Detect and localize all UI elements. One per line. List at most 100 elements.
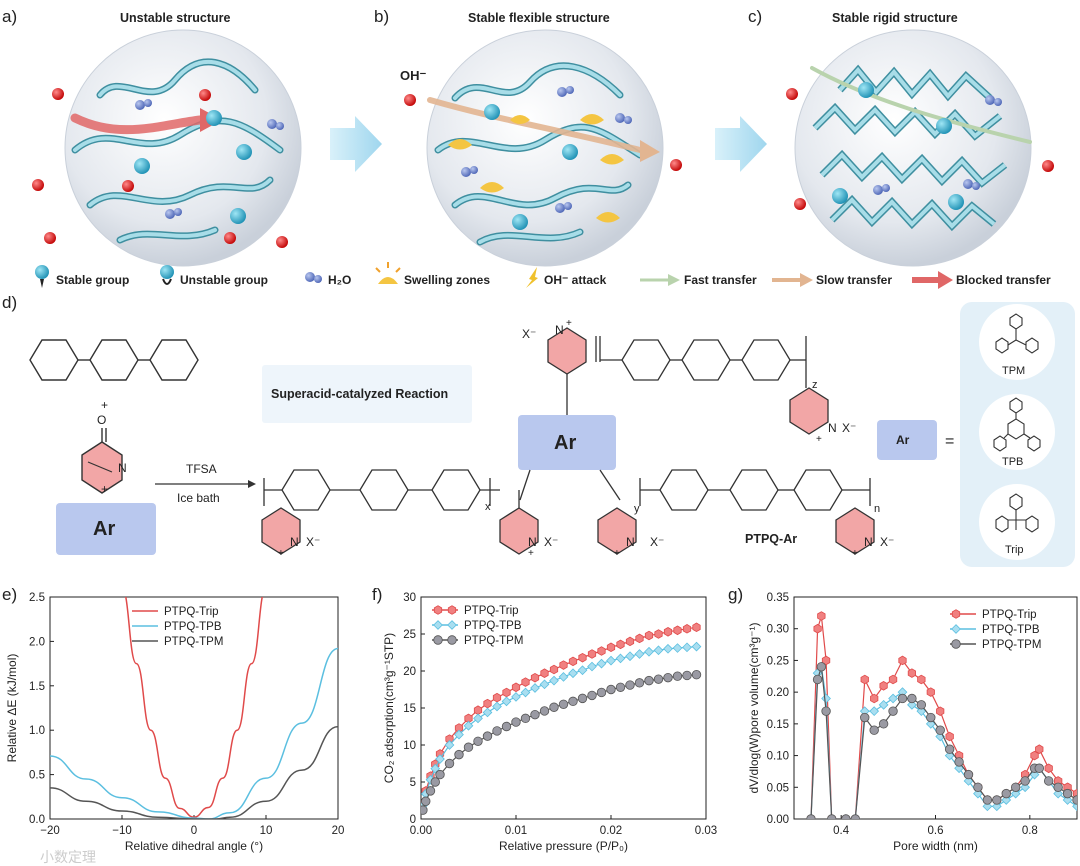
panel-a-label: a) [2,7,17,26]
data-point-tpm [816,662,827,672]
y-tick-label: 0 [410,814,416,826]
data-point-trip [870,693,879,704]
data-point-tpb [558,672,569,682]
x-tick-label: 0.01 [505,825,527,837]
terphenyl-structure [29,339,199,381]
panel-e-label: e) [2,585,17,604]
arrow-b-to-c [715,116,767,172]
data-point-tpm [421,805,428,815]
data-point-trip [692,622,701,633]
data-point-trip [568,656,578,667]
right-top-anion: X⁻ [842,421,856,435]
data-point-trip [888,674,898,685]
data-point-tpm [577,693,588,704]
y-tick-label: 0.35 [767,592,789,604]
data-point-tpb [878,699,889,710]
x-axis-label: Relative pressure (P/P₀) [499,839,628,853]
data-point-trip [663,627,673,637]
y-tick-label: 2.5 [29,592,45,604]
quinuclidinone-structure [81,428,123,494]
y-tick-label: 0.15 [767,719,789,731]
legend-label-tpm: PTPQ-TPM [464,635,523,647]
data-point-trip [625,636,635,647]
panel-g-label: g) [728,585,743,604]
y-tick-label: 1.5 [29,681,45,693]
chart-g: 0.4 0.6 0.8 0.00 0.05 0.10 0.15 0.20 0.25 0.30 0.3… [747,592,1078,853]
x-tick-label: 0 [191,825,197,837]
reagent-label: TFSA [186,462,217,476]
y-tick-label: 0.20 [767,687,789,699]
right-top-cation: + [816,434,822,445]
data-point-trip [821,655,831,666]
data-point-trip [813,623,822,634]
data-point-tpm [501,721,512,732]
x-tick-label: −10 [112,825,132,837]
data-point-trip [492,692,502,703]
reaction-type-label: Superacid-catalyzed Reaction [271,387,448,401]
bottom-right-chain [597,469,875,555]
data-point-tpm [973,782,983,792]
x-tick-label: 0.00 [410,825,432,837]
data-point-trip [879,681,888,691]
data-point-tpm [897,693,908,704]
data-point-tpm [539,706,550,716]
x-tick-label: 20 [332,825,345,837]
product-name: PTPQ-Ar [745,532,797,546]
data-point-tpm [992,795,1002,805]
panel-b-label: b) [374,7,389,26]
panel-a-title: Unstable structure [120,11,230,25]
data-point-trip [587,649,597,659]
stable-group-icon [35,265,49,288]
bottom-left-chain [261,469,539,555]
data-point-tpm [625,680,635,690]
data-point-tpb [644,646,654,657]
data-point-tpm [549,702,559,712]
legend-marker-trip [951,609,961,619]
data-point-trip [945,731,954,742]
right-nitrogen-2: N [864,535,873,549]
data-point-tpm [682,670,692,681]
y-axis-label: CO₂ adsorption(cm³g⁻¹STP) [382,633,396,783]
data-point-tpb [1053,788,1063,799]
top-branch [547,327,829,435]
stable-flexible-sphere [426,29,664,267]
legend-label-tpb: PTPQ-TPB [982,624,1040,636]
x-axis-label: Relative dihedral angle (°) [125,839,263,853]
ar-core-label: Ar [554,432,576,454]
data-point-tpm [821,706,831,716]
legend-oh-attack: OH⁻ attack [544,273,607,287]
data-point-trip [606,642,616,653]
condition-label: Ice bath [177,491,220,505]
data-point-trip [578,652,587,663]
ar-key-label: Ar [896,433,910,447]
y-tick-label: 0.00 [767,814,789,826]
plot-area [806,611,1077,819]
subscript-n: n [874,503,880,515]
data-point-tpb [568,668,578,679]
data-point-tpm [935,725,945,735]
data-point-tpb [672,643,683,653]
fast-transfer-icon [640,274,680,286]
data-point-tpb [473,713,483,724]
stable-rigid-sphere [794,29,1032,267]
legend-fast-transfer: Fast transfer [684,273,757,287]
x-tick-label: −20 [40,825,60,837]
hydroxide-label: OH⁻ [400,68,427,83]
data-point-tpm [672,671,683,681]
data-point-tpm [850,814,861,819]
data-point-tpm [1062,788,1073,799]
swelling-zone-icon [375,262,401,284]
data-point-tpb [821,693,831,704]
panel-c-title: Stable rigid structure [832,11,958,25]
top-cation: + [566,318,572,329]
data-point-tpb [482,707,493,718]
data-point-tpm [421,796,431,806]
legend-marker-tpb [447,620,457,630]
series-line-tpb [422,646,697,806]
data-point-tpm [568,696,578,707]
y-axis-label: dV/dlog(W)pore volume(cm³g⁻¹) [747,622,761,793]
data-point-trip [483,698,492,709]
data-point-tpb [916,706,927,717]
right-cation-2: + [852,548,858,559]
panel-b-title: Stable flexible structure [468,11,610,25]
